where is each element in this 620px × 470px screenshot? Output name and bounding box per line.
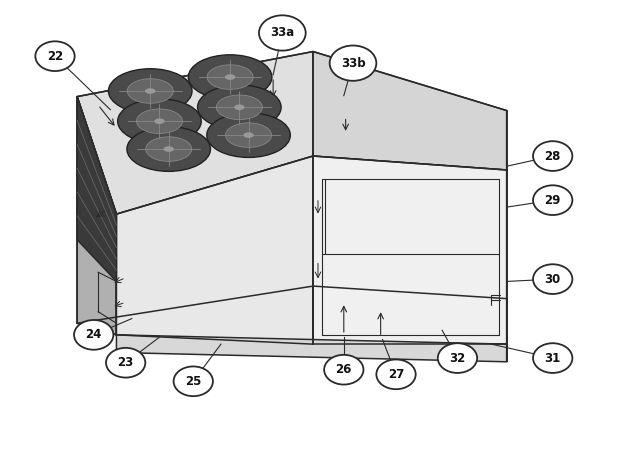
Circle shape: [35, 41, 74, 71]
Circle shape: [533, 141, 572, 171]
Ellipse shape: [127, 79, 173, 103]
Circle shape: [324, 355, 363, 384]
Polygon shape: [117, 335, 507, 362]
Text: 32: 32: [450, 352, 466, 365]
Circle shape: [438, 343, 477, 373]
Polygon shape: [77, 52, 313, 214]
Text: 27: 27: [388, 368, 404, 381]
Polygon shape: [313, 52, 507, 170]
Text: 30: 30: [544, 273, 561, 286]
Text: 28: 28: [544, 149, 561, 163]
Ellipse shape: [198, 85, 281, 130]
Text: 33b: 33b: [341, 57, 365, 70]
Circle shape: [259, 16, 306, 51]
Ellipse shape: [118, 99, 202, 143]
Circle shape: [533, 264, 572, 294]
Circle shape: [533, 343, 572, 373]
Circle shape: [174, 367, 213, 396]
Text: 26: 26: [335, 363, 352, 376]
Ellipse shape: [226, 123, 272, 148]
Ellipse shape: [216, 95, 262, 119]
Polygon shape: [77, 97, 117, 335]
Circle shape: [106, 348, 145, 377]
Text: 22: 22: [47, 50, 63, 63]
Ellipse shape: [207, 113, 290, 157]
Ellipse shape: [145, 88, 156, 94]
Ellipse shape: [164, 146, 174, 152]
Circle shape: [376, 360, 415, 389]
Ellipse shape: [188, 55, 272, 99]
Ellipse shape: [234, 104, 244, 110]
Polygon shape: [77, 97, 117, 282]
Text: 24: 24: [86, 329, 102, 341]
Text: 33a: 33a: [270, 26, 294, 39]
Text: 25: 25: [185, 375, 202, 388]
Ellipse shape: [225, 74, 236, 80]
Ellipse shape: [243, 133, 254, 138]
Text: 23: 23: [118, 356, 134, 369]
Ellipse shape: [108, 69, 192, 113]
Circle shape: [330, 46, 376, 81]
Text: eReplacementParts.com: eReplacementParts.com: [216, 232, 404, 247]
Polygon shape: [117, 156, 313, 344]
Ellipse shape: [127, 127, 210, 172]
Text: 31: 31: [544, 352, 561, 365]
Ellipse shape: [146, 137, 192, 161]
Circle shape: [74, 320, 113, 350]
Ellipse shape: [207, 65, 253, 89]
Text: 29: 29: [544, 194, 561, 207]
Ellipse shape: [154, 118, 165, 124]
Circle shape: [533, 185, 572, 215]
Ellipse shape: [136, 109, 182, 133]
Polygon shape: [313, 156, 507, 344]
